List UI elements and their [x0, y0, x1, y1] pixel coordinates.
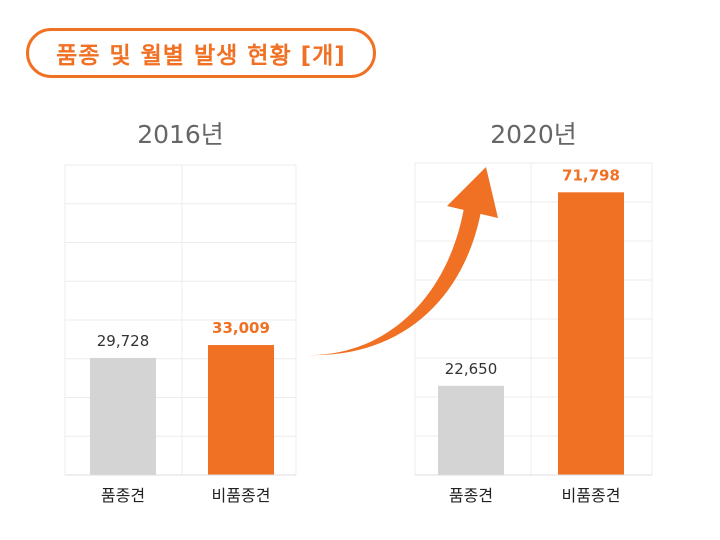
data-label: 22,650	[445, 360, 498, 378]
bar	[90, 357, 156, 475]
category-label: 품종견	[101, 486, 145, 505]
chart-2016: 2016년 29,728 품종견 33,009 비품종견	[64, 120, 297, 505]
bar	[208, 345, 274, 475]
category-label: 품종견	[449, 486, 493, 505]
bar	[558, 192, 624, 475]
data-label: 29,728	[97, 332, 150, 350]
arrow-layer	[308, 167, 498, 356]
chart-title: 품종 및 월별 발생 현황 [개]	[26, 28, 376, 78]
upward-curved-arrow-shaft-icon	[308, 202, 482, 356]
chart-2020: 2020년 22,650 품종견 71,798 비품종견	[414, 120, 653, 505]
panel-title: 2016년	[137, 120, 224, 149]
category-label: 비품종견	[562, 486, 621, 505]
upward-curved-arrow-icon	[447, 167, 498, 218]
data-label: 33,009	[212, 319, 270, 337]
panel-title: 2020년	[490, 120, 577, 149]
bar	[438, 385, 504, 475]
category-label: 비품종견	[212, 486, 271, 505]
data-label: 71,798	[562, 166, 620, 184]
